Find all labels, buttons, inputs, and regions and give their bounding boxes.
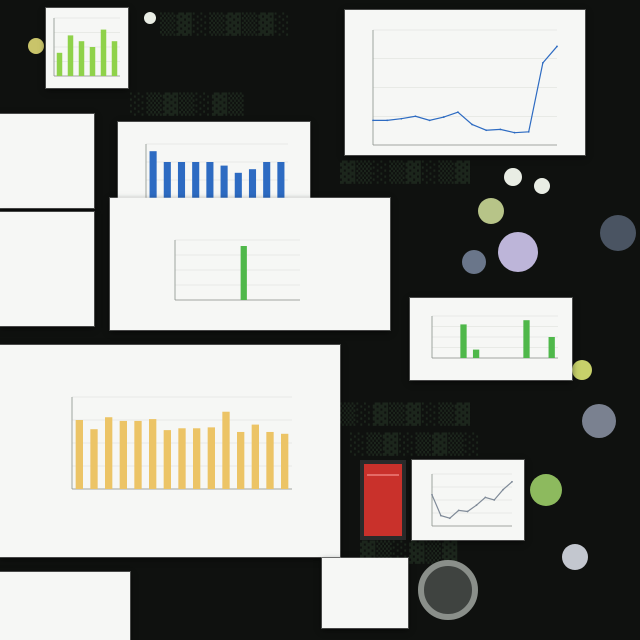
- decorative-circle: [418, 560, 478, 620]
- bar: [222, 411, 230, 489]
- chart-panel-3: [110, 198, 390, 330]
- bar: [220, 165, 228, 216]
- bar: [192, 162, 200, 216]
- data-point: [439, 514, 442, 517]
- bg-lettering: ▓▒░▒▓░▒▓: [340, 160, 472, 184]
- bar: [251, 424, 259, 489]
- data-point: [556, 45, 558, 48]
- data-point: [414, 115, 417, 118]
- data-point: [527, 130, 530, 133]
- bg-lettering: ▒▓░▒▓▒▓░: [160, 12, 292, 36]
- chart-7: [53, 17, 120, 77]
- bg-lettering: ▒░▓▒▓░▒▓: [340, 402, 472, 426]
- data-point: [448, 517, 451, 520]
- decorative-circle: [144, 12, 156, 24]
- bar: [149, 151, 157, 216]
- bar: [193, 428, 201, 489]
- series-line: [373, 46, 558, 134]
- bar: [460, 324, 467, 358]
- chart-panel-1: [345, 10, 585, 155]
- data-point: [442, 116, 445, 118]
- bar: [90, 429, 98, 489]
- chart-4: [431, 315, 558, 359]
- bar: [134, 420, 142, 489]
- chart-3: [174, 239, 300, 301]
- data-point: [372, 119, 374, 122]
- bar: [78, 41, 85, 76]
- data-point: [502, 488, 505, 491]
- bar: [472, 349, 480, 358]
- bar: [234, 172, 242, 216]
- data-point: [485, 129, 488, 132]
- bar: [100, 29, 107, 77]
- data-point: [475, 504, 478, 507]
- bar: [177, 162, 186, 216]
- bar: [206, 162, 214, 216]
- decorative-circle: [28, 38, 44, 54]
- bar: [281, 433, 289, 489]
- bar: [119, 420, 127, 489]
- bar: [178, 428, 186, 489]
- data-point: [499, 128, 502, 131]
- bar: [163, 430, 171, 489]
- chart-panel-6: [412, 460, 524, 540]
- data-point: [400, 117, 403, 120]
- bar: [237, 431, 245, 489]
- bg-lettering: ░▒▓░▒▓▒░: [350, 432, 482, 456]
- chart-panel-4: [410, 298, 572, 380]
- bar: [163, 162, 171, 216]
- data-point: [493, 499, 496, 501]
- decorative-circle: [600, 215, 636, 251]
- data-point: [457, 111, 459, 114]
- bg-lettering: ░▒▓▒░▓▒: [130, 92, 245, 116]
- decorative-circle: [572, 360, 592, 380]
- data-point: [431, 493, 433, 496]
- bar: [263, 162, 271, 216]
- note-card: [322, 558, 408, 628]
- bar: [149, 419, 157, 489]
- bar: [75, 420, 83, 489]
- data-point: [466, 510, 469, 513]
- bar: [111, 41, 118, 76]
- series-line: [431, 481, 513, 519]
- decorative-circle: [534, 178, 550, 194]
- decorative-circle: [562, 544, 588, 570]
- decorative-circle: [530, 474, 562, 506]
- bar: [89, 47, 96, 76]
- bar: [548, 337, 555, 358]
- cropped-panel-left-top: [0, 114, 94, 208]
- bar: [207, 427, 215, 489]
- decorative-circle: [462, 250, 486, 274]
- bar: [240, 246, 247, 300]
- chart-5: [71, 396, 292, 490]
- bar: [105, 417, 113, 489]
- bar: [277, 162, 285, 216]
- red-card: [360, 460, 406, 540]
- cropped-panel-bottom-left: [0, 572, 130, 640]
- chart-6: [431, 473, 513, 527]
- data-point: [484, 496, 487, 499]
- bar: [266, 431, 274, 489]
- data-point: [513, 131, 516, 134]
- chart-panel-7: [46, 8, 128, 88]
- data-point: [386, 119, 389, 122]
- data-point: [541, 61, 544, 64]
- data-point: [457, 509, 460, 512]
- data-point: [428, 119, 431, 122]
- chart-panel-5: [0, 345, 340, 557]
- bar: [248, 169, 257, 216]
- decorative-circle: [504, 168, 522, 186]
- data-point: [471, 123, 473, 126]
- chart-1: [372, 29, 558, 146]
- data-point: [511, 480, 513, 483]
- decorative-circle: [498, 232, 538, 272]
- bar: [56, 52, 63, 76]
- bar: [67, 35, 74, 76]
- cropped-panel-left-mid: [0, 212, 94, 326]
- decorative-circle: [582, 404, 616, 438]
- decorative-circle: [478, 198, 504, 224]
- bar: [523, 320, 530, 358]
